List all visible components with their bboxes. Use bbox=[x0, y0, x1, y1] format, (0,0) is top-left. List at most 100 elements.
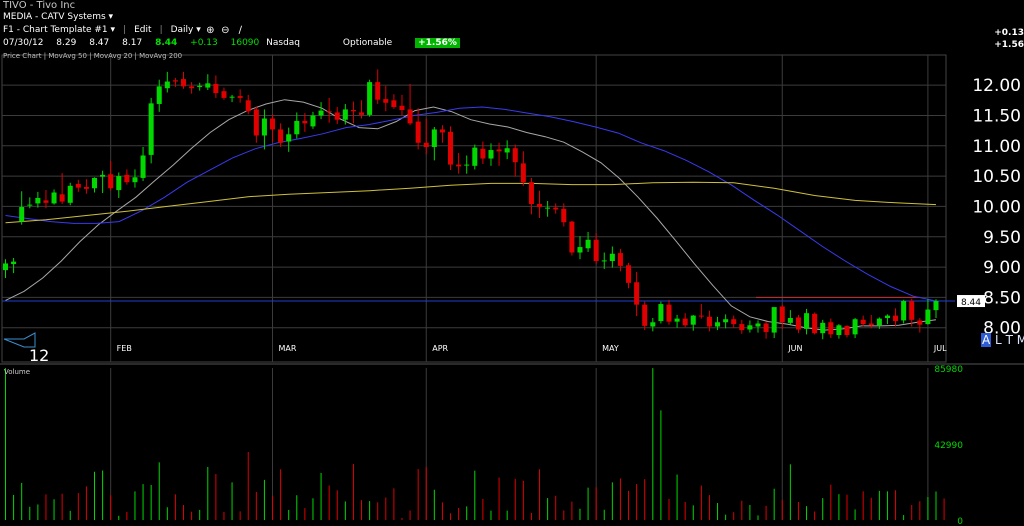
candle-body bbox=[431, 129, 437, 148]
candle-body bbox=[448, 131, 454, 165]
candle-body bbox=[601, 260, 607, 262]
chevron-down-icon: ▾ bbox=[196, 25, 201, 35]
change-percent-badge: +1.56% bbox=[415, 38, 460, 48]
candle-body bbox=[342, 109, 348, 120]
candle-body bbox=[59, 194, 65, 202]
moving-average-line bbox=[5, 106, 937, 302]
chart-toolbar: F1 - Chart Template #1 ▾ | Edit | Daily … bbox=[3, 25, 246, 36]
candle-body bbox=[164, 81, 170, 89]
candle-body bbox=[43, 200, 49, 203]
candle-body bbox=[828, 322, 834, 335]
candle-body bbox=[229, 96, 235, 98]
edit-button[interactable]: Edit bbox=[134, 25, 152, 35]
optionable-label: Optionable bbox=[342, 38, 393, 48]
candle-body bbox=[674, 318, 680, 322]
industry-label: MEDIA - CATV Systems bbox=[3, 12, 106, 22]
candle-body bbox=[836, 325, 842, 335]
candle-body bbox=[35, 197, 41, 204]
price-tick-label: 9.00 bbox=[983, 258, 1021, 278]
candle-body bbox=[844, 325, 850, 335]
quote-date: 07/30/12 bbox=[3, 38, 44, 48]
candle-body bbox=[205, 83, 211, 88]
period-label: Daily bbox=[170, 25, 194, 35]
moving-average-line bbox=[5, 181, 937, 224]
candle-body bbox=[731, 319, 737, 325]
candle-body bbox=[181, 79, 187, 87]
candle-body bbox=[375, 82, 381, 100]
candle-body bbox=[278, 129, 284, 143]
candle-body bbox=[820, 322, 826, 334]
price-tick-label: 10.50 bbox=[972, 167, 1021, 187]
month-label: MAR bbox=[279, 344, 297, 353]
candle-body bbox=[763, 323, 769, 332]
candle-body bbox=[860, 319, 866, 325]
candle-body bbox=[221, 91, 227, 98]
industry-selector[interactable]: MEDIA - CATV Systems ▾ bbox=[3, 12, 113, 23]
candle-body bbox=[359, 112, 365, 115]
candle-body bbox=[51, 192, 57, 204]
candle-body bbox=[739, 324, 745, 331]
candle-body bbox=[383, 99, 389, 103]
candle-body bbox=[11, 261, 17, 265]
candle-body bbox=[925, 309, 931, 325]
candle-body bbox=[213, 83, 219, 94]
year-label: 12 bbox=[29, 346, 49, 365]
candle-body bbox=[666, 304, 672, 322]
candle-body bbox=[270, 118, 276, 130]
candle-body bbox=[650, 322, 656, 327]
last-price-tag bbox=[957, 295, 985, 308]
annotation-tools: A L T M bbox=[981, 333, 1024, 347]
quote-low: 8.17 bbox=[122, 38, 143, 48]
candle-body bbox=[658, 304, 664, 322]
tool-l-button[interactable]: L bbox=[995, 333, 1002, 347]
volume-tick-label: 42990 bbox=[934, 441, 963, 451]
period-selector[interactable]: Daily ▾ bbox=[171, 25, 201, 36]
month-label: JUN bbox=[787, 344, 802, 353]
zoom-in-icon[interactable]: ⊕ bbox=[206, 25, 215, 36]
candle-body bbox=[884, 315, 890, 319]
tool-a-button[interactable]: A bbox=[981, 333, 992, 347]
draw-line-icon[interactable]: ∕ bbox=[238, 25, 242, 36]
candle-body bbox=[812, 313, 818, 334]
candle-body bbox=[407, 109, 413, 124]
toolbar-divider: | bbox=[123, 25, 127, 35]
volume-title: Volume bbox=[4, 368, 30, 376]
candle-body bbox=[553, 207, 559, 210]
candle-body bbox=[83, 187, 89, 189]
candle-body bbox=[520, 163, 526, 183]
candle-body bbox=[464, 164, 470, 166]
candle-body bbox=[318, 110, 324, 116]
candle-body bbox=[715, 322, 721, 327]
tool-m-button[interactable]: M bbox=[1016, 333, 1024, 347]
candle-body bbox=[706, 316, 712, 327]
price-tick-label: 9.50 bbox=[983, 228, 1021, 248]
price-tick-label: 12.00 bbox=[972, 76, 1021, 96]
last-price-label: 8.44 bbox=[961, 298, 981, 308]
study-legend: Price Chart | MovAvg 50 | MovAvg 20 | Mo… bbox=[3, 52, 183, 60]
template-selector[interactable]: F1 - Chart Template #1 ▾ bbox=[3, 25, 115, 36]
month-label: APR bbox=[432, 344, 448, 353]
candle-body bbox=[852, 319, 858, 335]
candle-body bbox=[609, 253, 615, 262]
tool-t-button[interactable]: T bbox=[1005, 333, 1013, 347]
candle-body bbox=[512, 148, 518, 163]
candle-body bbox=[577, 247, 583, 253]
candle-body bbox=[480, 148, 486, 159]
candle-body bbox=[537, 204, 543, 208]
quote-open: 8.29 bbox=[56, 38, 77, 48]
quote-high: 8.47 bbox=[89, 38, 110, 48]
candle-body bbox=[642, 304, 648, 326]
candle-body bbox=[909, 301, 915, 320]
candle-body bbox=[723, 319, 729, 323]
zoom-out-icon[interactable]: ⊖ bbox=[221, 25, 230, 36]
candle-body bbox=[19, 207, 25, 222]
toolbar-divider: | bbox=[159, 25, 163, 35]
price-panel-border bbox=[1, 54, 947, 363]
candle-body bbox=[626, 265, 632, 283]
candle-body bbox=[698, 315, 704, 317]
candle-body bbox=[901, 301, 907, 321]
candle-body bbox=[350, 110, 356, 112]
candle-body bbox=[545, 207, 551, 209]
price-tick-label: 8.00 bbox=[983, 319, 1021, 339]
